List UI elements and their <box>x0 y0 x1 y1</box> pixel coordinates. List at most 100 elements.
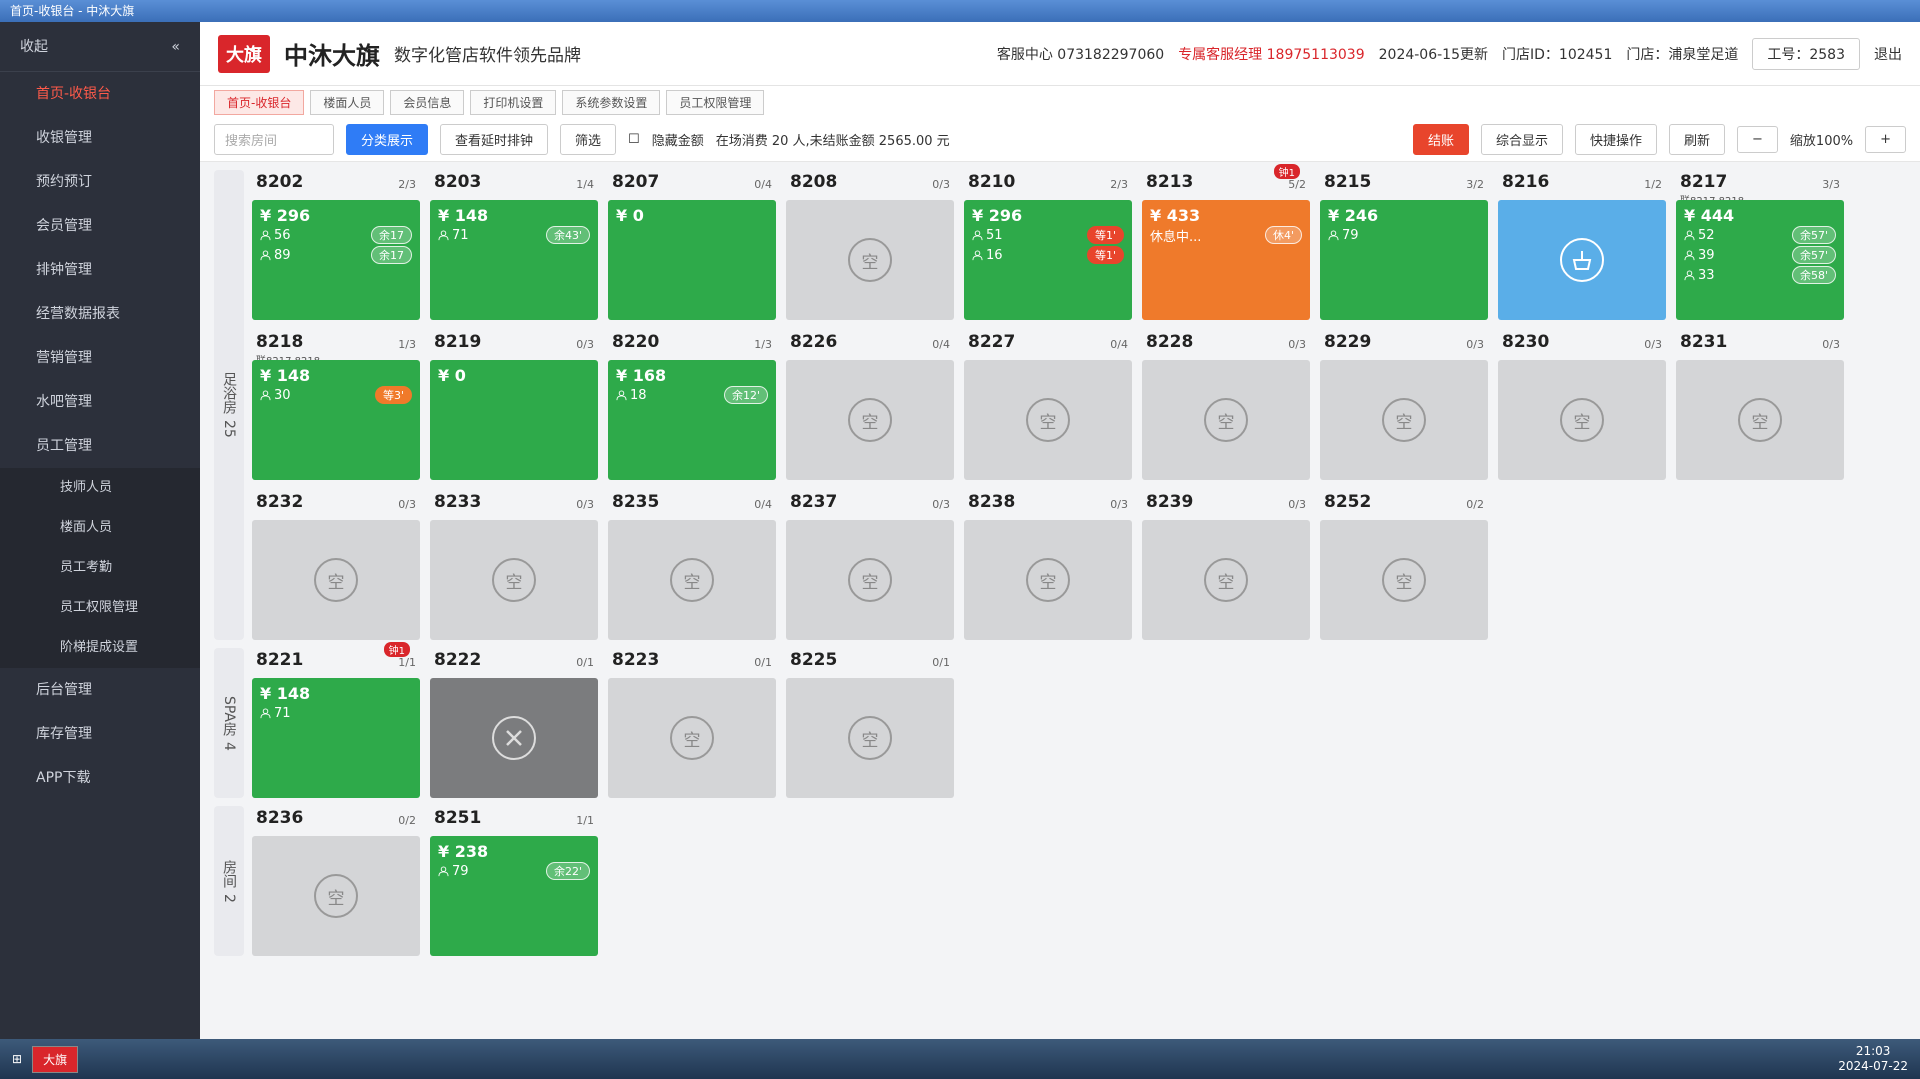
room-capacity: 1/1 <box>576 814 594 827</box>
room-capacity: 0/4 <box>932 338 950 351</box>
overview-button[interactable]: 综合显示 <box>1480 124 1563 155</box>
menu-item[interactable]: 水吧管理 <box>36 394 92 410</box>
room-card[interactable]: 8222 0/1 <box>430 648 598 798</box>
room-card[interactable]: 8230 0/3 空 <box>1498 330 1666 480</box>
checkout-button[interactable]: 结账 <box>1412 124 1469 155</box>
zoom-plus[interactable]: + <box>1865 126 1906 153</box>
room-body: ¥ 148 30 等3' <box>252 360 420 480</box>
room-capacity: 1/4 <box>576 178 594 191</box>
menu-item[interactable]: 排钟管理 <box>36 262 92 278</box>
menu-item[interactable]: 收银管理 <box>36 130 92 146</box>
quick-button[interactable]: 快捷操作 <box>1574 124 1657 155</box>
room-card[interactable]: 8232 0/3 空 <box>252 490 420 640</box>
zoom-minus[interactable]: − <box>1737 126 1778 153</box>
menu-item[interactable]: 预约预订 <box>36 174 92 190</box>
menu-item[interactable]: 库存管理 <box>36 726 92 742</box>
room-number: 8239 <box>1146 492 1194 512</box>
room-card[interactable]: 8233 0/3 空 <box>430 490 598 640</box>
sidebar-top: 收起 « <box>0 22 200 72</box>
clock: 21:03 2024-07-22 <box>1838 1044 1908 1074</box>
room-header: 8226 0/4 <box>786 330 954 360</box>
room-card[interactable]: 8239 0/3 空 <box>1142 490 1310 640</box>
room-card[interactable]: 8210 2/3 ¥ 296 51 等1' 16 等1' <box>964 170 1132 320</box>
delay-button[interactable]: 查看延时排钟 <box>440 124 549 155</box>
taskbar-app[interactable]: 大旗 <box>32 1045 79 1073</box>
tab[interactable]: 打印机设置 <box>470 89 557 115</box>
room-card[interactable]: 8251 1/1 ¥ 238 79 余22' <box>430 806 598 956</box>
room-card[interactable]: 8225 0/1 空 <box>786 648 954 798</box>
start-button[interactable]: ⊞ <box>12 1052 23 1066</box>
hide-amount[interactable]: 隐藏金额 <box>651 134 704 149</box>
room-header: 8237 0/3 <box>786 490 954 520</box>
tab[interactable]: 员工权限管理 <box>666 89 765 115</box>
room-header: 8222 0/1 <box>430 648 598 678</box>
room-body <box>1498 200 1666 320</box>
room-number: 8225 <box>790 650 838 670</box>
room-card[interactable]: 8228 0/3 空 <box>1142 330 1310 480</box>
room-group: 房间 2 8236 0/2 空 8251 1/1 ¥ 238 79 余22' <box>214 806 1906 956</box>
room-body <box>430 678 598 798</box>
menu-item[interactable]: 员工权限管理 <box>0 588 200 628</box>
guest-tag: 余57' <box>1791 226 1836 244</box>
collapse-arrow[interactable]: « <box>171 39 180 55</box>
room-card[interactable]: 8215 3/2 ¥ 246 79 <box>1320 170 1488 320</box>
menu-item[interactable]: 员工管理 <box>36 438 92 454</box>
menu-item[interactable]: APP下载 <box>36 770 91 786</box>
room-card[interactable]: 8226 0/4 空 <box>786 330 954 480</box>
room-card[interactable]: 8216 1/2 <box>1498 170 1666 320</box>
room-card[interactable]: 8237 0/3 空 <box>786 490 954 640</box>
menu-item[interactable]: 会员管理 <box>36 218 92 234</box>
room-card[interactable]: 8213 5/2 钟1 ¥ 433 休息中... 休4' <box>1142 164 1310 320</box>
room-number: 8231 <box>1680 332 1728 352</box>
guest: 休息中... <box>1150 226 1201 245</box>
room-card[interactable]: 8207 0/4 ¥ 0 <box>608 170 776 320</box>
room-card[interactable]: 8252 0/2 空 <box>1320 490 1488 640</box>
guest: 30 <box>260 388 291 403</box>
tab[interactable]: 会员信息 <box>390 89 465 115</box>
filter-button[interactable]: 筛选 <box>560 124 617 155</box>
menu-item[interactable]: 阶梯提成设置 <box>0 628 200 668</box>
search[interactable]: 搜索房间 <box>214 124 334 155</box>
room-card[interactable]: 8229 0/3 空 <box>1320 330 1488 480</box>
menu-item[interactable]: 经营数据报表 <box>36 306 120 322</box>
room-card[interactable]: 8202 2/3 ¥ 296 56 余17 89 余17 <box>252 170 420 320</box>
menu-item[interactable]: 技师人员 <box>0 468 200 508</box>
room-card[interactable]: 8236 0/2 空 <box>252 806 420 956</box>
menu-item[interactable]: 后台管理 <box>36 682 92 698</box>
tab[interactable]: 系统参数设置 <box>562 89 661 115</box>
room-card[interactable]: 8208 0/3 空 <box>786 170 954 320</box>
classify-button[interactable]: 分类展示 <box>346 124 429 155</box>
room-body: ¥ 296 51 等1' 16 等1' <box>964 200 1132 320</box>
logout[interactable]: 退出 <box>1874 46 1902 63</box>
guest-id: 51 <box>986 227 1003 243</box>
room-body: ¥ 0 <box>608 200 776 320</box>
room-card[interactable]: 8220 1/3 ¥ 168 18 余12' <box>608 330 776 480</box>
room-body: 空 <box>786 520 954 640</box>
service[interactable]: 客服中心 073182297060 <box>996 46 1165 63</box>
room-card[interactable]: 8231 0/3 空 <box>1676 330 1844 480</box>
room-number: 8216 <box>1502 172 1550 192</box>
room-card[interactable]: 8219 0/3 ¥ 0 <box>430 330 598 480</box>
room-card[interactable]: 8238 0/3 空 <box>964 490 1132 640</box>
tab[interactable]: 楼面人员 <box>310 89 385 115</box>
room-card[interactable]: 8235 0/4 空 <box>608 490 776 640</box>
menu-item[interactable]: 营销管理 <box>36 350 92 366</box>
room-group: 足浴房 25 8202 2/3 ¥ 296 56 余17 89 余17 8203 1/4 ¥ 148 7… <box>214 164 1906 640</box>
refresh-button[interactable]: 刷新 <box>1669 124 1726 155</box>
store: 门店：浦泉堂足道 <box>1626 46 1739 63</box>
worker[interactable]: 工号：2583 <box>1752 37 1860 70</box>
room-card[interactable]: 8227 0/4 空 <box>964 330 1132 480</box>
menu-item[interactable]: 楼面人员 <box>0 508 200 548</box>
checkbox[interactable]: ☐ <box>628 132 640 147</box>
room-card[interactable]: 8223 0/1 空 <box>608 648 776 798</box>
room-body: ¥ 296 56 余17 89 余17 <box>252 200 420 320</box>
room-card[interactable]: 8221 1/1 钟1 ¥ 148 71 <box>252 642 420 798</box>
collapse[interactable]: 收起 <box>20 39 48 55</box>
menu-item[interactable]: 员工考勤 <box>0 548 200 588</box>
menu-item[interactable]: 首页-收银台 <box>36 86 112 102</box>
tab[interactable]: 首页-收银台 <box>214 89 305 115</box>
guest-tag: 休4' <box>1264 226 1302 244</box>
room-card[interactable]: 8203 1/4 ¥ 148 71 余43' <box>430 170 598 320</box>
